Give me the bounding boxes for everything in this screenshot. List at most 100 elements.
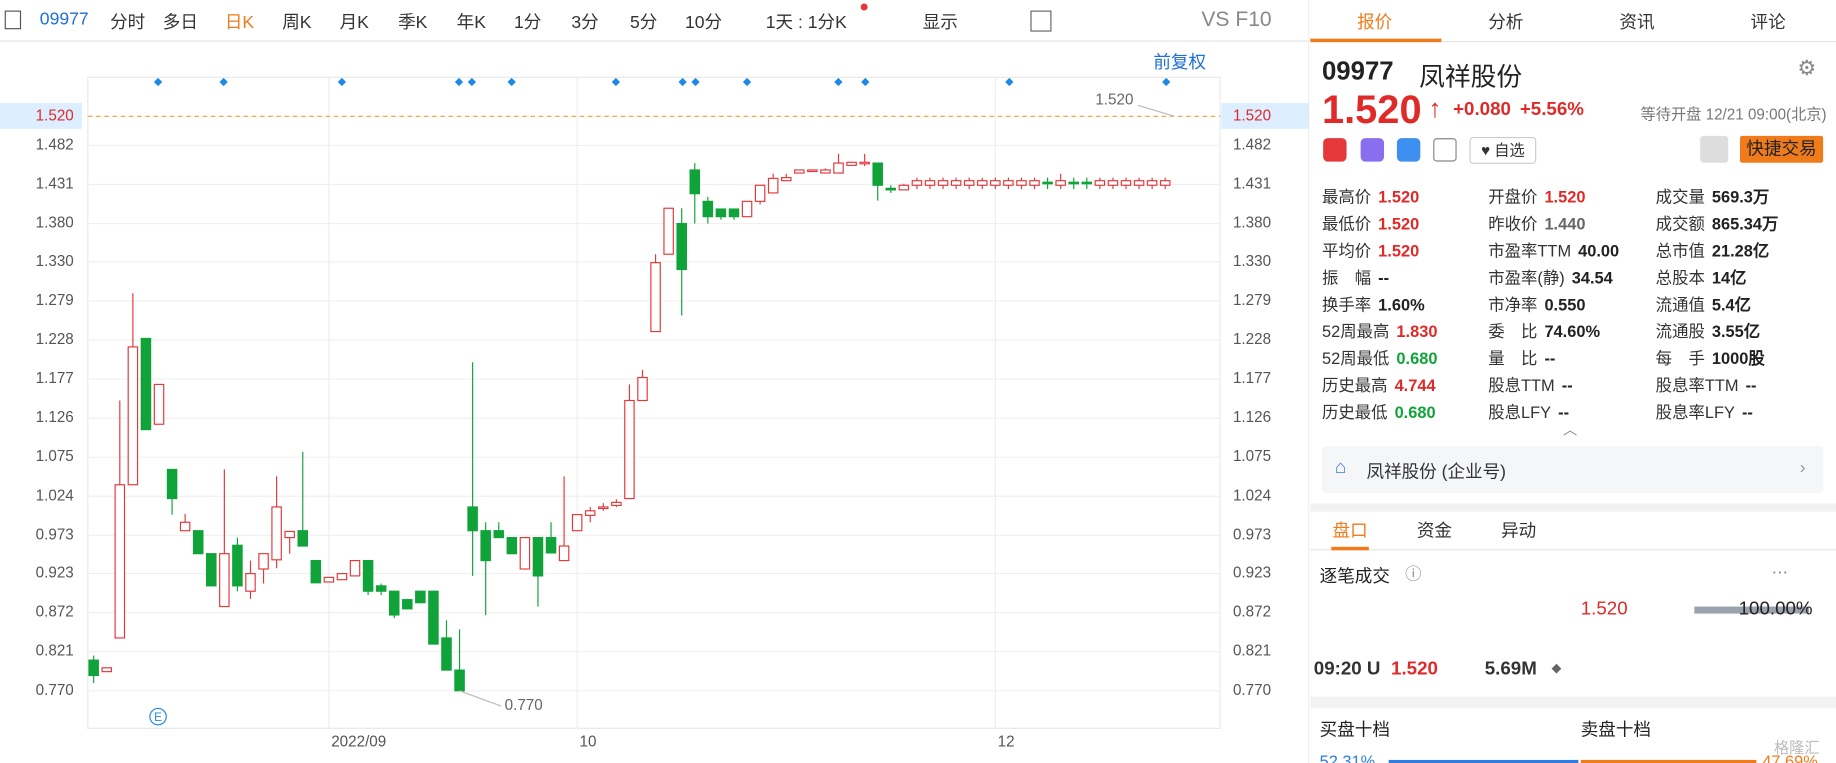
candle-body xyxy=(166,468,178,500)
candle-body xyxy=(1159,180,1171,186)
stat: 最高价 1.520 xyxy=(1322,185,1419,208)
quote-pct: +5.56% xyxy=(1519,99,1584,120)
icon[interactable] xyxy=(1360,138,1385,162)
candle-body xyxy=(101,667,113,673)
candle-body xyxy=(140,337,152,431)
stat-label: 市净率 xyxy=(1488,295,1538,314)
period-tab[interactable]: 周K xyxy=(282,12,312,33)
sub-tab[interactable]: 资金 xyxy=(1416,521,1452,541)
candle-body xyxy=(820,169,831,174)
y-tick-label: 0.973 xyxy=(36,526,74,543)
info-icon[interactable]: ⓘ xyxy=(1405,564,1422,584)
candle-body xyxy=(545,537,557,554)
y-tick-label: 1.177 xyxy=(36,370,74,387)
ask-bar xyxy=(1580,759,1757,763)
price-highlight xyxy=(0,103,82,129)
y-tick-label: 1.126 xyxy=(36,409,74,426)
candle-body xyxy=(388,590,400,616)
candle-body xyxy=(428,590,439,645)
event-marker xyxy=(507,77,516,87)
icon-hk[interactable] xyxy=(1323,138,1347,162)
tab[interactable]: 资讯 xyxy=(1619,12,1655,33)
candle-body xyxy=(807,169,818,173)
display[interactable]: 显示 xyxy=(922,12,958,33)
bid-bar xyxy=(1388,759,1579,763)
icon[interactable] xyxy=(1030,10,1052,32)
chevron: › xyxy=(1799,457,1806,478)
sub-tab[interactable]: 盘口 xyxy=(1332,521,1368,541)
period-tab[interactable]: 10分 xyxy=(684,12,723,33)
adjust[interactable]: 前复权 xyxy=(1153,52,1207,73)
stat-value: -- xyxy=(1378,268,1390,287)
stat: 历史最低 0.680 xyxy=(1322,400,1436,423)
period-tab[interactable]: 分时 xyxy=(110,12,146,33)
icon[interactable] xyxy=(1433,138,1457,162)
watch-button[interactable]: ♥ 自选 xyxy=(1469,136,1537,164)
low-label: 0.770 xyxy=(505,697,543,714)
period-tab[interactable]: 月K xyxy=(339,12,369,33)
settings-icon[interactable]: ⚙ xyxy=(1797,56,1817,80)
candle-body xyxy=(650,262,661,333)
candle-body xyxy=(258,553,269,570)
tab[interactable]: 分析 xyxy=(1488,12,1524,33)
menu-icon[interactable] xyxy=(4,10,22,30)
candle-body xyxy=(754,184,766,202)
icon[interactable] xyxy=(1396,138,1421,162)
stat-label: 成交量 xyxy=(1655,187,1705,207)
low-pointer xyxy=(459,690,502,707)
watch-text: 自选 xyxy=(1494,141,1525,160)
tab[interactable]: 评论 xyxy=(1750,12,1786,33)
event-icon xyxy=(149,707,167,726)
period-tab[interactable]: 多日 xyxy=(162,12,198,33)
period-tab[interactable]: 1分 xyxy=(514,12,542,33)
company-box[interactable] xyxy=(1321,446,1824,493)
candle-body xyxy=(310,559,322,584)
company[interactable]: 凤祥股份 (企业号) xyxy=(1366,462,1507,483)
more-icon[interactable]: ⋯ xyxy=(1771,562,1788,581)
candle-body xyxy=(480,530,491,562)
y-tick-label: 0.821 xyxy=(1233,643,1271,660)
f10[interactable]: F10 xyxy=(1235,7,1272,31)
sub-tab[interactable]: 异动 xyxy=(1501,521,1537,541)
stat: 昨收价 1.440 xyxy=(1488,212,1585,235)
stat-label: 昨收价 xyxy=(1488,214,1538,234)
y-tick-label: 0.770 xyxy=(1233,682,1271,699)
stat-value: 1.830 xyxy=(1396,322,1438,341)
stat-value: 4.744 xyxy=(1394,375,1436,395)
period-tab[interactable]: 5分 xyxy=(629,12,658,33)
event-marker xyxy=(219,77,228,87)
bid-ratio: 52.31% xyxy=(1319,751,1376,763)
vs[interactable]: VS xyxy=(1201,7,1230,31)
code[interactable]: 09977 xyxy=(39,9,89,30)
interval[interactable]: 1天 : 1分K xyxy=(765,12,847,33)
y-tick-label: 1.279 xyxy=(36,292,74,309)
period-tab[interactable]: 日K xyxy=(224,12,255,33)
candle-body xyxy=(558,545,570,562)
ticks-title: 逐笔成交 xyxy=(1319,566,1390,587)
bell[interactable] xyxy=(1700,135,1729,163)
tab[interactable]: 报价 xyxy=(1357,12,1393,33)
candle-body xyxy=(402,599,413,610)
candle-body xyxy=(1120,180,1132,186)
candle-body xyxy=(153,383,165,425)
trade-volume: 5.69M xyxy=(1484,659,1537,680)
candle-body xyxy=(676,222,687,271)
high-pointer xyxy=(1137,104,1175,117)
high-label: 1.520 xyxy=(1095,92,1133,109)
stat: 市盈率(静) 34.54 xyxy=(1488,266,1613,289)
period-tab[interactable]: 3分 xyxy=(571,12,599,33)
collapse[interactable]: ︿ xyxy=(1563,421,1578,438)
stat-value: 21.28亿 xyxy=(1711,241,1770,260)
trade-button[interactable]: 快捷交易 xyxy=(1739,135,1824,163)
candle-body xyxy=(1146,180,1158,186)
band xyxy=(1310,696,1836,709)
period-tab[interactable]: 季K xyxy=(398,12,428,33)
stat: 每 手 1000股 xyxy=(1656,347,1765,370)
candle-body xyxy=(232,544,243,587)
stat-value: 3.55亿 xyxy=(1711,322,1761,341)
subtab-border xyxy=(1310,549,1836,551)
candle-body xyxy=(1055,180,1066,186)
stat-value: -- xyxy=(1558,402,1570,422)
stat-value: -- xyxy=(1544,348,1556,368)
period-tab[interactable]: 年K xyxy=(456,12,486,33)
